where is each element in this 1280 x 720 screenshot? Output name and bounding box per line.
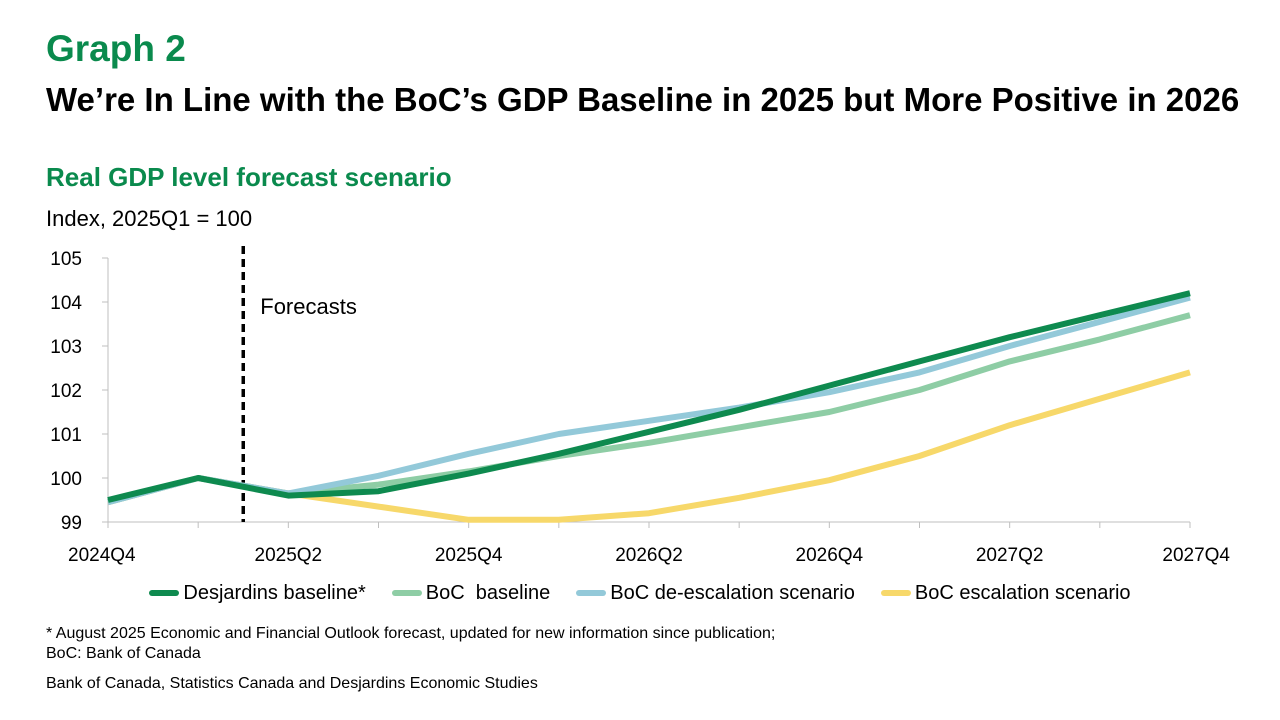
y-tick-label: 105 [50, 249, 82, 270]
legend-item: BoC escalation scenario [880, 581, 1131, 605]
footnote-line-2: BoC: Bank of Canada [46, 645, 201, 662]
legend-item: BoC de-escalation scenario [576, 582, 855, 605]
y-tick-label: 104 [50, 293, 82, 314]
footnote-line-1: * August 2025 Economic and Financial Out… [46, 625, 776, 642]
y-axis-units: Index, 2025Q1 = 100 [46, 206, 253, 231]
legend-label: BoC baseline [425, 581, 551, 604]
legend-label: BoC de-escalation scenario [610, 581, 855, 604]
legend-label: BoC escalation scenario [914, 581, 1131, 604]
graph-label: Graph 2 [46, 28, 186, 69]
y-tick-label: 102 [50, 381, 82, 402]
legend-swatch [576, 590, 607, 596]
series-line-boc-de-escalation-scenario [107, 294, 1191, 506]
y-tick-label: 99 [61, 513, 82, 534]
source-note: Bank of Canada, Statistics Canada and De… [46, 675, 538, 692]
y-tick-label: 101 [50, 425, 82, 446]
legend-swatch [880, 590, 911, 596]
y-tick-label: 100 [50, 469, 82, 490]
footnote: * August 2025 Economic and Financial Out… [46, 624, 775, 664]
x-tick-label: 2024Q4 [68, 545, 136, 566]
x-tick-label: 2027Q4 [1162, 545, 1230, 566]
chart-legend: Desjardins baseline* BoC baseline BoC de-e… [0, 578, 1280, 608]
x-tick-label: 2027Q2 [976, 545, 1044, 566]
series-line-desjardins-baseline [107, 290, 1191, 503]
y-tick-label: 103 [50, 337, 82, 358]
chart-subtitle: Real GDP level forecast scenario [46, 162, 452, 192]
legend-item: BoC baseline [391, 581, 551, 605]
x-tick-label: 2026Q2 [615, 545, 683, 566]
forecast-annotation: Forecasts [260, 294, 357, 319]
x-tick-label: 2025Q2 [255, 545, 323, 566]
x-tick-label: 2026Q4 [796, 545, 864, 566]
x-tick-label: 2025Q4 [435, 545, 503, 566]
chart-title: We’re In Line with the BoC’s GDP Baselin… [46, 81, 1240, 118]
legend-swatch [149, 590, 180, 596]
series-line-boc-escalation-scenario [107, 369, 1191, 523]
legend-label: Desjardins baseline* [183, 581, 366, 604]
legend-item: Desjardins baseline* [149, 581, 366, 605]
legend-swatch [391, 590, 422, 596]
